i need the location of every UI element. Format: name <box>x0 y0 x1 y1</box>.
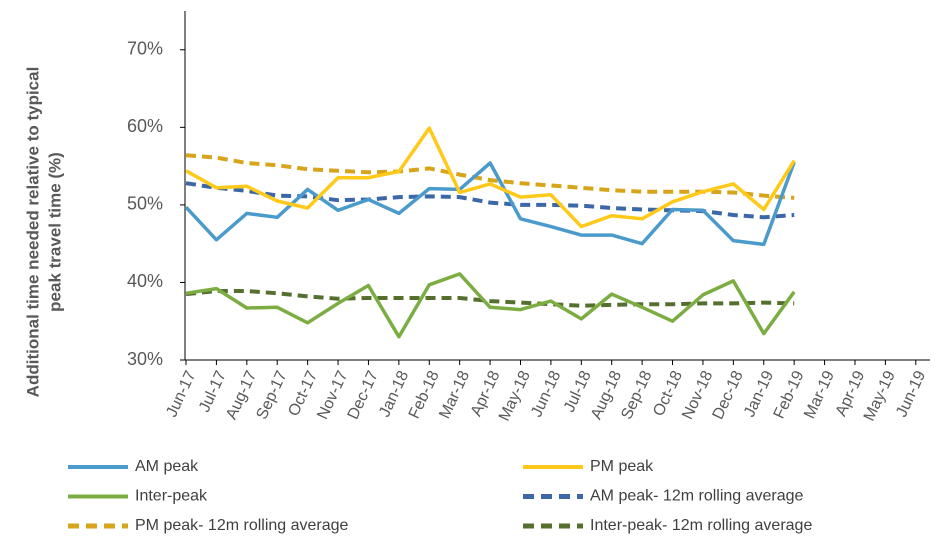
series-line <box>185 126 796 229</box>
x-tick-label: Jul-17 <box>196 368 230 415</box>
y-tick-label: 50% <box>127 194 163 214</box>
legend-label: AM peak <box>135 458 199 475</box>
series-line <box>184 161 796 247</box>
series-line <box>185 181 795 220</box>
y-axis-label: peak travel time (%) <box>45 152 64 312</box>
x-tick-label: Jul-18 <box>561 368 595 415</box>
legend-label: Inter-peak- 12m rolling average <box>590 517 812 534</box>
series-line <box>185 153 795 200</box>
legend-label: PM peak- 12m rolling average <box>135 517 349 534</box>
y-axis-label: Additional time needed relative to typic… <box>23 67 42 398</box>
legend-label: PM peak <box>590 458 654 475</box>
y-tick-label: 30% <box>127 349 163 369</box>
legend-label: Inter-peak <box>135 488 208 505</box>
y-tick-label: 40% <box>127 271 163 291</box>
series-line <box>185 289 795 308</box>
y-tick-label: 60% <box>127 116 163 136</box>
series-line <box>185 272 796 339</box>
y-tick-label: 70% <box>127 39 163 59</box>
x-tick-label: Jun-17 <box>163 368 199 420</box>
legend-label: AM peak- 12m rolling average <box>590 488 804 505</box>
